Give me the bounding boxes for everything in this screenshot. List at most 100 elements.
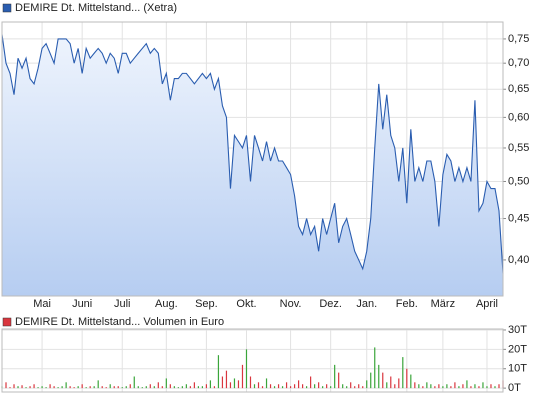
plot-frame [1, 328, 504, 393]
x-tick-label: Dez. [319, 298, 342, 310]
volume-bar [129, 384, 131, 389]
volume-bar [161, 386, 163, 389]
volume-bar [257, 382, 260, 389]
volume-bar [362, 386, 364, 389]
volume-bar [370, 372, 372, 389]
plot-border [1, 328, 504, 393]
volume-bar [418, 384, 420, 389]
volume-bar [350, 382, 352, 389]
price-line [1, 34, 504, 274]
x-tick-label: Jan. [356, 298, 377, 310]
volume-bar [245, 349, 248, 389]
volume-bar [482, 382, 484, 389]
volume-bar [17, 386, 19, 389]
volume-bar [117, 386, 119, 389]
volume-bar [73, 387, 75, 389]
volume-bar [314, 384, 316, 389]
y-tick-label: 10T [508, 363, 527, 375]
volume-bar [141, 387, 143, 389]
x-tick-label: Nov. [280, 298, 302, 310]
volume-bar [289, 386, 292, 389]
volume-bar [326, 384, 328, 389]
volume-bar [169, 384, 171, 389]
y-tick-label: 0,45 [508, 212, 529, 224]
volume-bar [265, 378, 268, 389]
legend-label: DEMIRE Dt. Mittelstand... Volumen in Eur… [15, 316, 224, 328]
volume-bar [137, 386, 139, 389]
volume-bar [382, 372, 384, 389]
volume-bar [9, 387, 11, 389]
legend-label: DEMIRE Dt. Mittelstand... (Xetra) [15, 2, 177, 14]
volume-bar [249, 376, 252, 389]
volume-bar [113, 386, 115, 389]
volume-bar [322, 386, 324, 389]
volume-bar [233, 378, 236, 389]
volume-bar [181, 386, 183, 389]
volume-bar [494, 386, 496, 389]
volume-bar [21, 385, 23, 389]
volume-bar [285, 382, 288, 389]
volume-bar [69, 386, 71, 389]
volume-bar [93, 386, 95, 389]
x-tick-label: Aug. [155, 298, 178, 310]
y-tick-label: 0T [508, 382, 521, 394]
volume-bar [133, 376, 135, 389]
volume-bar [338, 372, 340, 389]
volume-bar [478, 386, 480, 389]
volume-bar [153, 386, 155, 389]
volume-bar [486, 386, 488, 389]
volume-bar [354, 386, 356, 389]
volume-bar [241, 364, 244, 389]
volume-bar [81, 384, 83, 389]
volume-bar [434, 386, 436, 389]
volume-bar [474, 384, 476, 389]
x-tick-label: April [476, 298, 498, 310]
x-tick-label: Mai [33, 298, 51, 310]
volume-bar [213, 386, 216, 389]
volume-bar [342, 384, 344, 389]
volume-bar [149, 384, 151, 389]
volume-bar [297, 380, 300, 389]
volume-bar [225, 370, 228, 389]
volume-bar [77, 386, 79, 389]
x-tick-label: Juli [114, 298, 131, 310]
volume-bar [49, 384, 51, 389]
volume-bar [470, 386, 472, 389]
volume-bar [450, 386, 452, 389]
area [2, 34, 503, 297]
volume-bar [378, 364, 380, 389]
volume-bar [13, 384, 15, 389]
volume-bar [454, 382, 456, 389]
volume-bar [205, 384, 208, 389]
y-tick-label: 20T [508, 343, 527, 355]
volume-bar [390, 376, 392, 389]
volume-bar [101, 386, 103, 389]
volume-bar [41, 386, 43, 389]
volume-bar [306, 386, 308, 389]
y-tick-label: 0,40 [508, 254, 529, 266]
volume-bar [366, 380, 368, 389]
volume-bar [237, 380, 240, 389]
volume-bar [105, 387, 107, 389]
volume-bar [318, 382, 320, 389]
volume-bar [65, 382, 67, 389]
volume-bar [426, 382, 428, 389]
volume-bar [273, 386, 276, 389]
volume-bar [422, 386, 424, 389]
legend-swatch [2, 3, 12, 13]
volume-bar [358, 384, 360, 389]
volume-bar [85, 387, 87, 389]
volume-bar [462, 384, 464, 389]
volume-bar [346, 386, 348, 389]
volume-bar [438, 384, 440, 389]
volume-bar [37, 387, 39, 389]
volume-bar [277, 384, 280, 389]
x-tick-label: Okt. [236, 298, 256, 310]
y-tick-label: 0,75 [508, 33, 529, 45]
volume-bar [398, 378, 400, 389]
volume-bar [209, 380, 212, 389]
volume-bar [125, 386, 127, 389]
volume-bar [458, 386, 460, 389]
volume-bar [25, 387, 27, 389]
